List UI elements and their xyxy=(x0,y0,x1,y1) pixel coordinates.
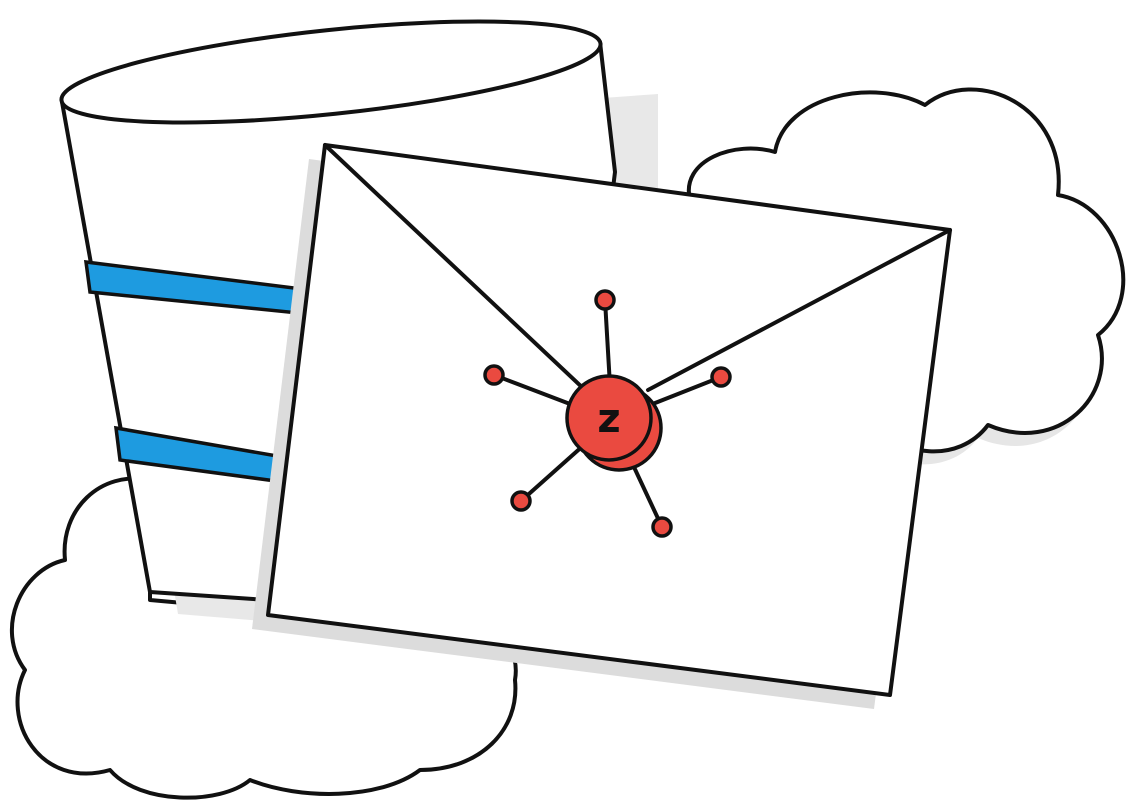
cloud-icon xyxy=(9,476,518,800)
network-seal-icon: z xyxy=(483,289,732,538)
seal-letter: z xyxy=(597,396,620,442)
